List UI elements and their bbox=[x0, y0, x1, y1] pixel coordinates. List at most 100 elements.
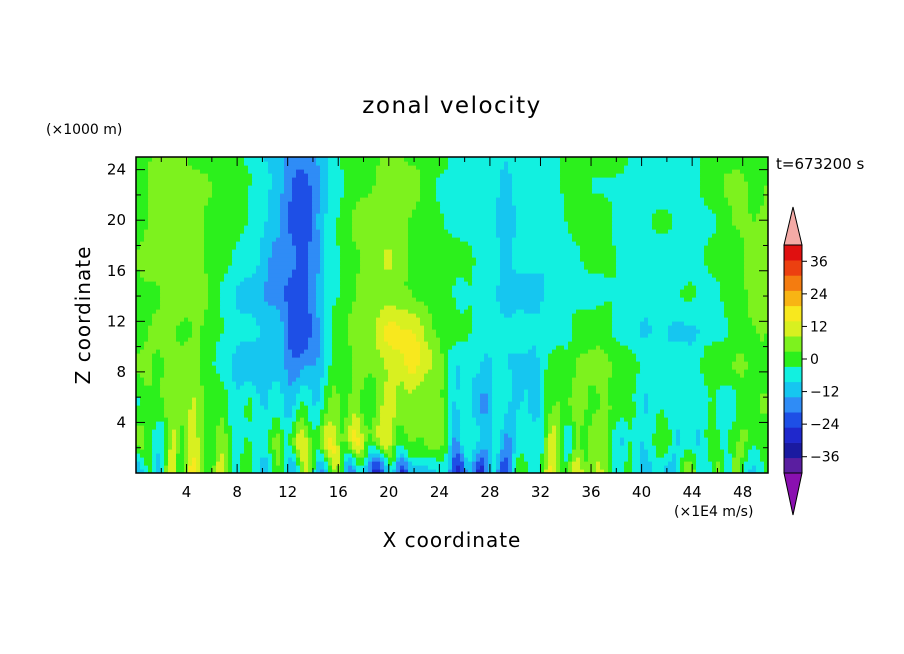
contour-cell bbox=[580, 425, 589, 430]
contour-cell bbox=[156, 453, 161, 458]
contour-cell bbox=[396, 429, 405, 434]
contour-cell bbox=[692, 341, 713, 346]
contour-cell bbox=[636, 385, 709, 390]
contour-cell bbox=[720, 465, 725, 470]
contour-cell bbox=[668, 329, 701, 334]
contour-cell bbox=[324, 445, 329, 450]
contour-cell bbox=[224, 461, 229, 466]
contour-cell bbox=[336, 217, 353, 222]
contour-cell bbox=[292, 177, 309, 182]
contour-cell bbox=[280, 233, 293, 238]
contour-cell bbox=[316, 401, 325, 406]
contour-cell bbox=[144, 469, 149, 473]
contour-cell bbox=[308, 273, 317, 278]
contour-cell bbox=[144, 425, 157, 430]
contour-cell bbox=[752, 317, 768, 322]
contour-cell bbox=[136, 233, 145, 238]
contour-cell bbox=[500, 181, 513, 186]
contour-cell bbox=[268, 197, 281, 202]
contour-cell bbox=[324, 397, 329, 402]
contour-cell bbox=[316, 453, 325, 458]
y-tick-label: 8 bbox=[116, 363, 126, 381]
contour-cell bbox=[472, 277, 501, 282]
colorbar-tick-label: 12 bbox=[810, 319, 828, 335]
contour-cell bbox=[264, 225, 281, 230]
contour-cell bbox=[512, 461, 517, 466]
contour-cell bbox=[300, 353, 321, 358]
contour-cell bbox=[160, 377, 201, 382]
contour-cell bbox=[428, 369, 445, 374]
contour-cell bbox=[348, 393, 361, 398]
contour-cell bbox=[604, 193, 701, 198]
contour-cell bbox=[248, 417, 253, 422]
contour-cell bbox=[456, 365, 461, 370]
contour-cell bbox=[136, 265, 205, 270]
x-tick-label: 24 bbox=[430, 483, 449, 501]
contour-cell bbox=[152, 441, 165, 446]
contour-cell bbox=[316, 313, 325, 318]
contour-cell bbox=[268, 277, 289, 282]
contour-cell bbox=[280, 449, 285, 454]
contour-cell bbox=[292, 381, 321, 386]
contour-cell bbox=[396, 445, 405, 450]
contour-cell bbox=[364, 445, 369, 450]
contour-cell bbox=[340, 257, 361, 262]
contour-cell bbox=[440, 349, 449, 354]
contour-cell bbox=[256, 389, 269, 394]
contour-cell bbox=[340, 269, 361, 274]
contour-cell bbox=[448, 353, 485, 358]
contour-cell bbox=[340, 453, 345, 458]
contour-cell bbox=[544, 373, 577, 378]
contour-cell bbox=[512, 469, 517, 473]
contour-cell bbox=[456, 341, 569, 346]
contour-cell bbox=[652, 325, 669, 330]
contour-cell bbox=[204, 469, 213, 473]
contour-cell bbox=[652, 225, 673, 230]
contour-cell bbox=[224, 317, 257, 322]
contour-cell bbox=[296, 169, 305, 174]
contour-cell bbox=[404, 381, 421, 386]
contour-cell bbox=[492, 417, 505, 422]
contour-cell bbox=[516, 465, 529, 470]
contour-cell bbox=[204, 241, 237, 246]
contour-cell bbox=[264, 229, 281, 234]
contour-cell bbox=[764, 185, 768, 190]
contour-cell bbox=[764, 197, 768, 202]
contour-cell bbox=[420, 189, 437, 194]
contour-cell bbox=[700, 173, 725, 178]
contour-cell bbox=[136, 333, 149, 338]
contour-cell bbox=[204, 417, 221, 422]
contour-cell bbox=[452, 409, 461, 414]
contour-cell bbox=[716, 417, 737, 422]
contour-cell bbox=[320, 441, 325, 446]
contour-cell bbox=[324, 353, 333, 358]
contour-cell bbox=[320, 409, 329, 414]
contour-cell bbox=[540, 413, 545, 418]
contour-cell bbox=[444, 441, 449, 446]
contour-cell bbox=[700, 157, 768, 162]
contour-cell bbox=[444, 409, 449, 414]
contour-cell bbox=[140, 373, 153, 378]
contour-cell bbox=[512, 249, 581, 254]
contour-cell bbox=[284, 297, 309, 302]
contour-cell bbox=[336, 449, 341, 454]
contour-cell bbox=[472, 313, 505, 318]
contour-cell bbox=[488, 393, 493, 398]
contour-cell bbox=[544, 429, 549, 434]
contour-cell bbox=[592, 185, 701, 190]
contour-cell bbox=[756, 465, 765, 470]
contour-cell bbox=[756, 469, 765, 473]
contour-cell bbox=[588, 389, 597, 394]
contour-cell bbox=[500, 189, 513, 194]
contour-cell bbox=[392, 249, 409, 254]
contour-cell bbox=[752, 217, 757, 222]
chart-title: zonal velocity bbox=[362, 93, 541, 119]
contour-cell bbox=[280, 229, 289, 234]
contour-cell bbox=[376, 413, 381, 418]
contour-cell bbox=[280, 389, 301, 394]
contour-cell bbox=[488, 401, 493, 406]
contour-cell bbox=[456, 297, 497, 302]
contour-cell bbox=[444, 397, 449, 402]
contour-cell bbox=[136, 349, 141, 354]
contour-cell bbox=[568, 401, 589, 406]
